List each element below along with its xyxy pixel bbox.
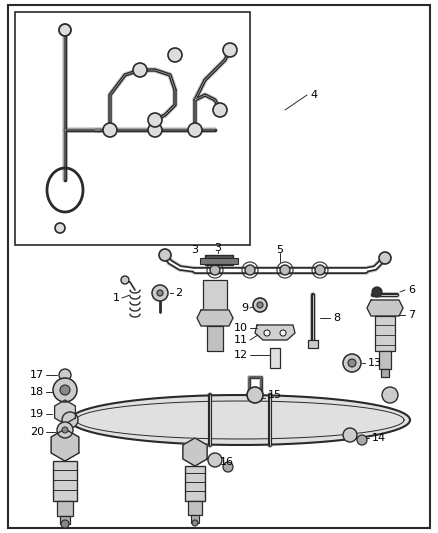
Text: 11: 11 <box>234 335 248 345</box>
Circle shape <box>223 43 237 57</box>
Circle shape <box>55 223 65 233</box>
Text: 1: 1 <box>113 293 120 303</box>
Circle shape <box>253 298 267 312</box>
Polygon shape <box>51 429 79 461</box>
Circle shape <box>148 123 162 137</box>
Bar <box>191 515 199 523</box>
Circle shape <box>168 48 182 62</box>
Circle shape <box>280 265 290 275</box>
Circle shape <box>280 330 286 336</box>
Text: 19: 19 <box>30 409 44 419</box>
Circle shape <box>208 453 222 467</box>
Bar <box>205 255 233 265</box>
Circle shape <box>257 302 263 308</box>
Circle shape <box>223 462 233 472</box>
Circle shape <box>343 354 361 372</box>
Text: 10: 10 <box>234 323 248 333</box>
Bar <box>375 316 395 351</box>
Circle shape <box>148 113 162 127</box>
Text: 5: 5 <box>276 245 283 255</box>
Circle shape <box>379 252 391 264</box>
Circle shape <box>53 378 77 402</box>
Circle shape <box>62 412 78 428</box>
Polygon shape <box>197 310 233 326</box>
Polygon shape <box>55 400 75 424</box>
Circle shape <box>188 123 202 137</box>
Polygon shape <box>70 395 410 445</box>
Circle shape <box>59 24 71 36</box>
Text: 9: 9 <box>241 303 248 313</box>
Polygon shape <box>255 325 295 340</box>
Bar <box>60 516 70 524</box>
Circle shape <box>152 285 168 301</box>
Bar <box>203 280 227 310</box>
Text: 12: 12 <box>234 350 248 360</box>
Text: 7: 7 <box>408 310 415 320</box>
Bar <box>15 12 250 245</box>
Bar <box>188 501 202 515</box>
Bar <box>200 258 238 264</box>
Circle shape <box>157 290 163 296</box>
Text: 17: 17 <box>30 370 44 380</box>
Circle shape <box>192 520 198 526</box>
Text: 3: 3 <box>215 243 222 253</box>
Circle shape <box>121 276 129 284</box>
Circle shape <box>245 265 255 275</box>
Circle shape <box>348 359 356 367</box>
Circle shape <box>62 427 68 433</box>
Text: 16: 16 <box>220 457 234 467</box>
Text: 20: 20 <box>30 427 44 437</box>
Text: 13: 13 <box>368 358 382 368</box>
Circle shape <box>382 387 398 403</box>
Text: 2: 2 <box>175 288 182 298</box>
Circle shape <box>159 249 171 261</box>
Circle shape <box>213 103 227 117</box>
Bar <box>57 501 73 516</box>
Circle shape <box>133 63 147 77</box>
Bar <box>207 326 223 351</box>
Circle shape <box>61 520 69 528</box>
Circle shape <box>103 123 117 137</box>
Text: 18: 18 <box>30 387 44 397</box>
Circle shape <box>57 422 73 438</box>
Text: 14: 14 <box>372 433 386 443</box>
Text: 3: 3 <box>191 245 198 255</box>
Circle shape <box>247 387 263 403</box>
Bar <box>379 351 391 369</box>
Bar <box>53 461 77 501</box>
Text: 15: 15 <box>268 390 282 400</box>
Bar <box>185 466 205 501</box>
Circle shape <box>210 265 220 275</box>
Polygon shape <box>367 300 403 316</box>
Text: 4: 4 <box>310 90 317 100</box>
Bar <box>381 369 389 377</box>
Text: 8: 8 <box>333 313 340 323</box>
Bar <box>270 348 280 368</box>
Circle shape <box>59 369 71 381</box>
Text: 6: 6 <box>408 285 415 295</box>
Bar <box>308 340 318 348</box>
Circle shape <box>264 330 270 336</box>
Polygon shape <box>183 438 207 466</box>
Circle shape <box>315 265 325 275</box>
Circle shape <box>357 435 367 445</box>
Circle shape <box>60 385 70 395</box>
Circle shape <box>343 428 357 442</box>
Circle shape <box>372 287 382 297</box>
